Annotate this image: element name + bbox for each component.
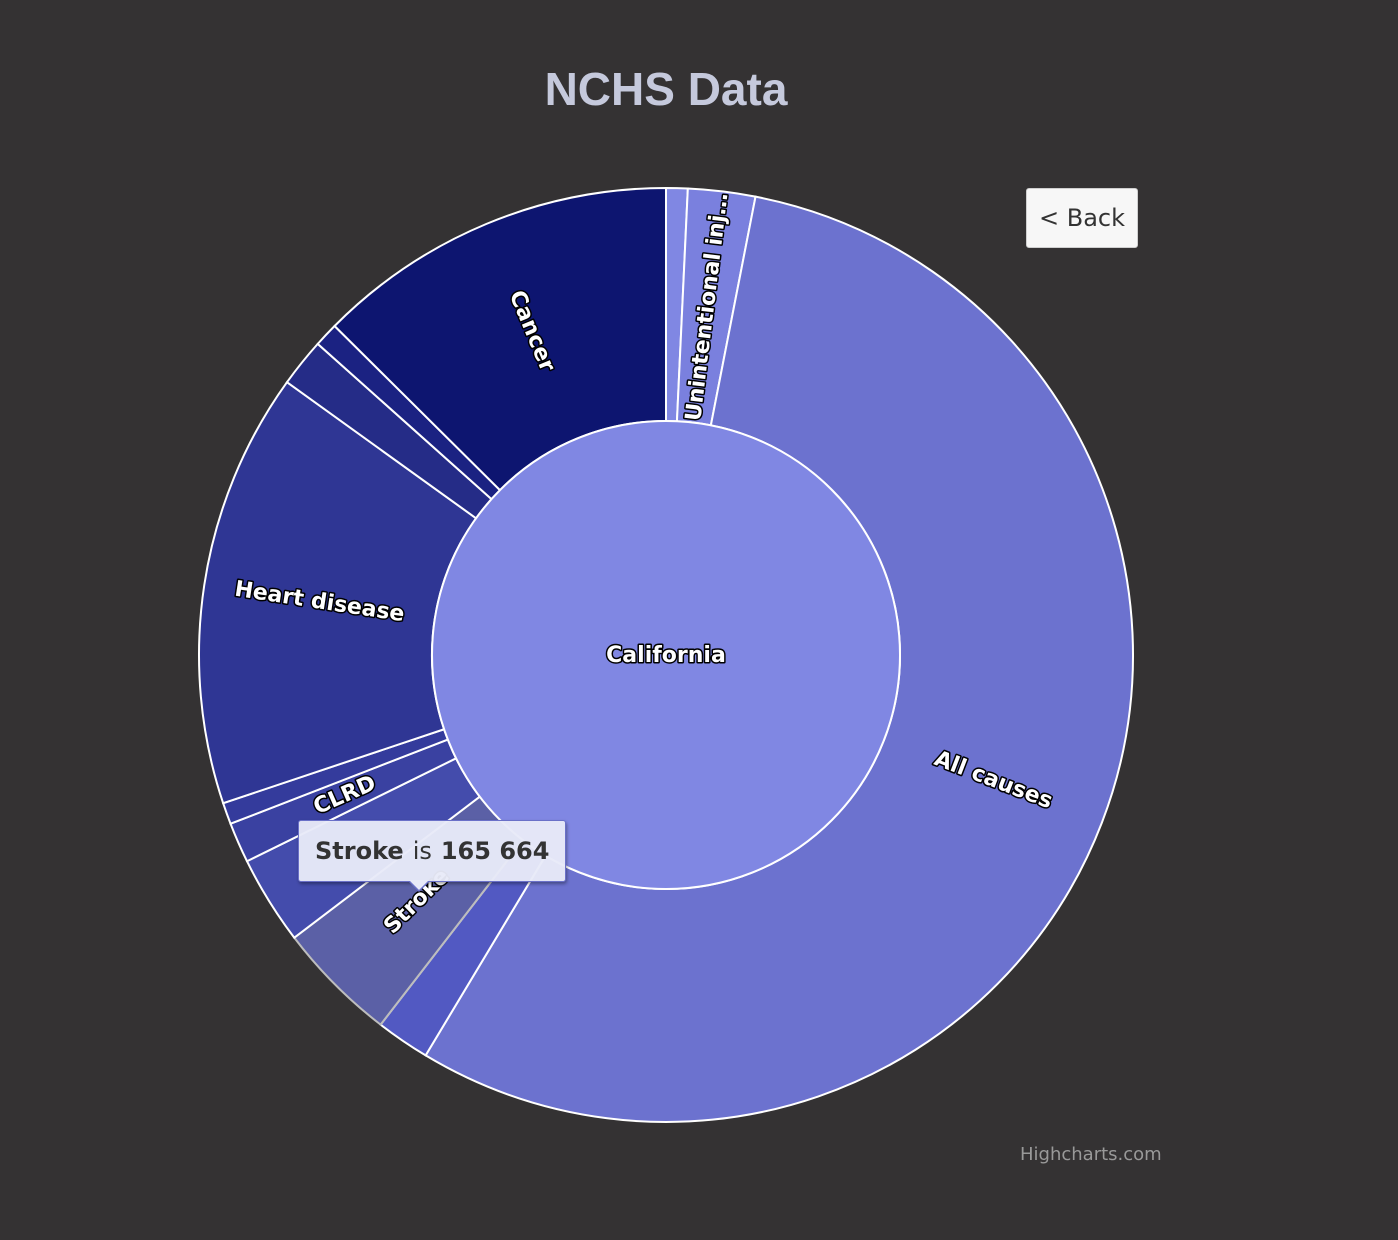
tooltip-name: Stroke bbox=[315, 837, 404, 865]
tooltip-value: 165 664 bbox=[440, 837, 550, 865]
credits-link[interactable]: Highcharts.com bbox=[1020, 1144, 1162, 1165]
tooltip: Stroke is 165 664 bbox=[298, 820, 567, 882]
chart-title: NCHS Data bbox=[544, 63, 788, 115]
center-label: California bbox=[606, 643, 726, 668]
back-button[interactable]: < Back bbox=[1026, 188, 1138, 248]
tooltip-arrow bbox=[408, 880, 430, 892]
tooltip-separator: is bbox=[412, 837, 432, 865]
center-node-california[interactable] bbox=[431, 420, 901, 890]
